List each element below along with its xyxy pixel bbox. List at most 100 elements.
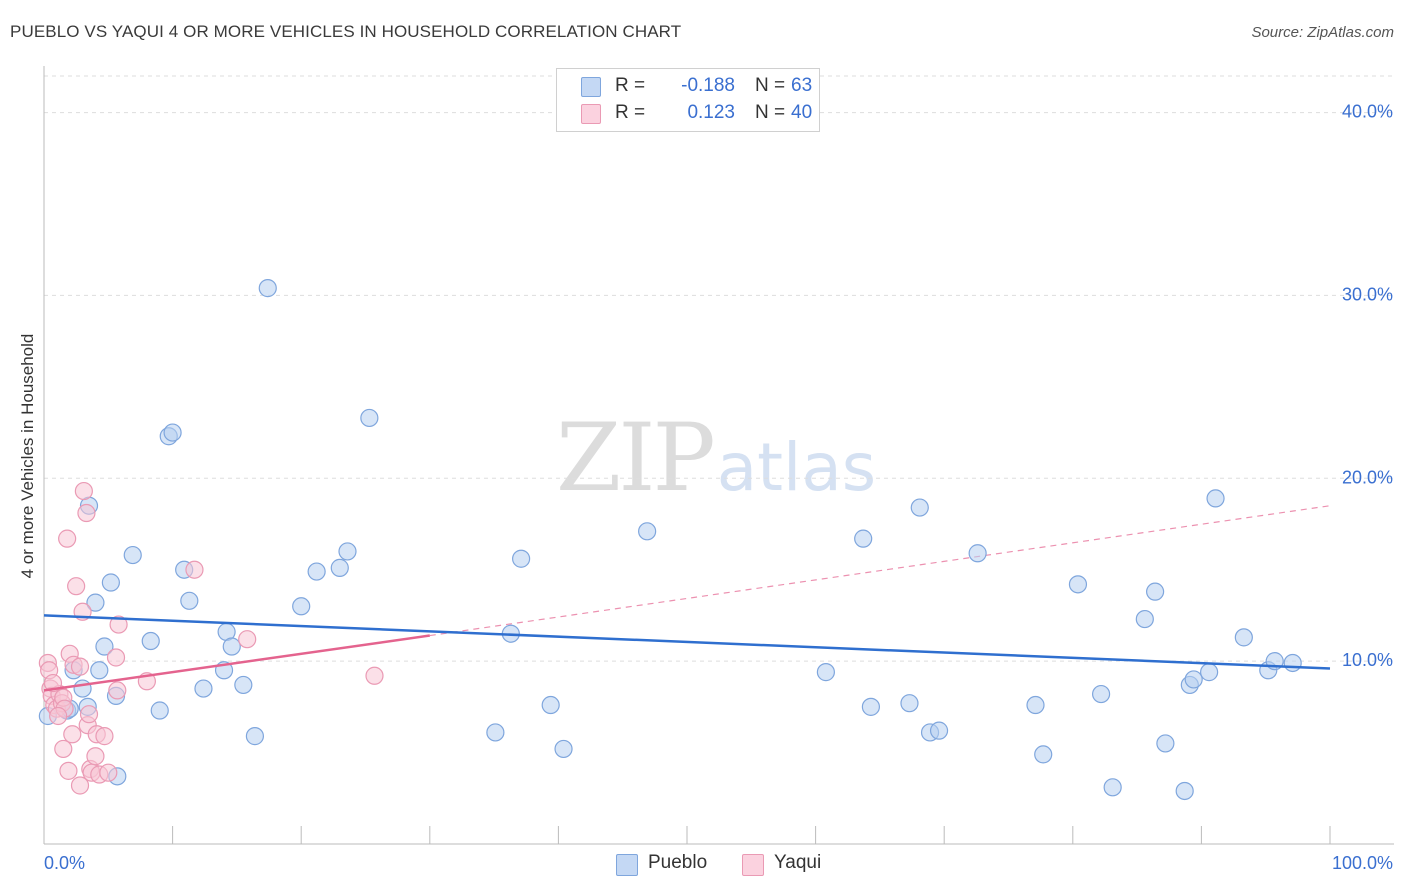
y-tick-label: 30.0% (1342, 284, 1393, 304)
pueblo-point (1283, 653, 1302, 673)
grid-lines (44, 75, 1394, 662)
pueblo-point (1200, 663, 1219, 682)
pueblo-point (1146, 582, 1165, 601)
pueblo-point (900, 694, 919, 713)
axes (43, 66, 1394, 845)
pueblo-point (1034, 745, 1053, 764)
pueblo-r-label: R = (615, 75, 646, 96)
pueblo-point (95, 637, 114, 656)
pueblo-point (180, 591, 199, 610)
pueblo-legend-label: Pueblo (648, 852, 708, 873)
pueblo-point (1156, 734, 1175, 753)
pueblo-point (512, 549, 531, 568)
yaqui-n-value: 40 (791, 102, 813, 123)
yaqui-swatch (581, 104, 601, 124)
pueblo-point (101, 573, 120, 592)
yaqui-point (70, 776, 90, 795)
pueblo-point (910, 498, 929, 517)
pueblo-point (968, 544, 987, 563)
pueblo-swatch (581, 77, 601, 97)
pueblo-point (1026, 695, 1045, 715)
y-tick-label: 10.0% (1342, 650, 1393, 670)
yaqui-trend-dashed (429, 505, 1331, 637)
x-tick-label: 100.0% (1332, 853, 1393, 873)
yaqui-r-value: 0.123 (687, 102, 735, 123)
yaqui-point (109, 615, 128, 634)
pueblo-r-value: -0.188 (681, 75, 735, 96)
yaqui-point (77, 503, 96, 523)
pueblo-point (141, 631, 160, 651)
yaqui-n-label: N = (755, 102, 786, 123)
y-tick-label: 40.0% (1342, 102, 1393, 122)
pueblo-point (307, 562, 326, 581)
pueblo-point (222, 637, 241, 656)
pueblo-point (360, 408, 379, 428)
pueblo-point (1068, 575, 1088, 594)
pueblo-point (486, 723, 505, 742)
pueblo-point (854, 529, 873, 548)
pueblo-point (1103, 778, 1122, 797)
trend-lines (43, 614, 1331, 692)
yaqui-point (365, 666, 384, 685)
pueblo-point (245, 727, 265, 746)
pueblo-trend-line (43, 614, 1331, 670)
yaqui-point (49, 706, 68, 726)
yaqui-point (95, 727, 114, 746)
yaqui-point (99, 763, 118, 782)
pueblo-point (258, 279, 277, 298)
pueblo-point (1175, 781, 1194, 801)
yaqui-point (238, 630, 257, 649)
pueblo-point (90, 661, 109, 680)
pueblo-point (929, 721, 949, 740)
pueblo-point (1184, 670, 1203, 689)
yaqui-point (54, 739, 73, 759)
pueblo-point (86, 593, 105, 612)
yaqui-point (185, 560, 204, 579)
pueblo-point (150, 701, 169, 720)
stats-legend: R = -0.188 N = 63 R = 0.123 N = 40 (556, 68, 820, 132)
pueblo-point (194, 679, 213, 698)
pueblo-point (234, 675, 253, 695)
x-tick-label: 0.0% (44, 853, 85, 873)
chart-title: PUEBLO VS YAQUI 4 OR MORE VEHICLES IN HO… (10, 22, 682, 41)
pueblo-legend-swatch (616, 854, 638, 876)
pueblo-point (1234, 628, 1253, 647)
pueblo-point (861, 697, 880, 716)
watermark-zip: ZIP (556, 404, 716, 513)
pueblo-point (1206, 489, 1225, 508)
pueblo-point (638, 522, 657, 541)
pueblo-point (816, 663, 835, 682)
pueblo-point (1091, 684, 1111, 704)
yaqui-point (59, 761, 78, 780)
source-label: Source: ZipAtlas.com (1251, 24, 1394, 41)
yaqui-r-label: R = (615, 102, 646, 123)
y-axis-label: 4 or more Vehicles in Household (18, 333, 37, 579)
pueblo-point (1135, 609, 1154, 629)
y-tick-label: 20.0% (1342, 467, 1393, 487)
yaqui-legend-label: Yaqui (774, 852, 822, 873)
pueblo-n-value: 63 (791, 75, 813, 96)
yaqui-point (74, 481, 93, 501)
yaqui-point (86, 747, 105, 766)
pueblo-point (554, 739, 573, 759)
pueblo-point (123, 545, 142, 565)
yaqui-point (58, 529, 77, 548)
pueblo-points (38, 279, 1302, 801)
pueblo-point (338, 542, 357, 561)
watermark: ZIPatlas (556, 404, 876, 513)
tick-labels: 10.0% 20.0% 30.0% 40.0% 0.0% 100.0% (44, 102, 1393, 873)
pueblo-point (330, 558, 349, 577)
watermark-atlas: atlas (716, 429, 877, 506)
yaqui-point (70, 657, 90, 676)
pueblo-point (73, 679, 92, 698)
pueblo-point (292, 597, 311, 616)
yaqui-point (63, 725, 82, 744)
pueblo-point (541, 695, 560, 715)
yaqui-trend-line (43, 634, 430, 692)
yaqui-point (108, 681, 127, 700)
yaqui-legend-swatch (742, 854, 764, 876)
yaqui-points (38, 481, 384, 795)
yaqui-point (67, 577, 86, 596)
pueblo-n-label: N = (755, 75, 786, 96)
